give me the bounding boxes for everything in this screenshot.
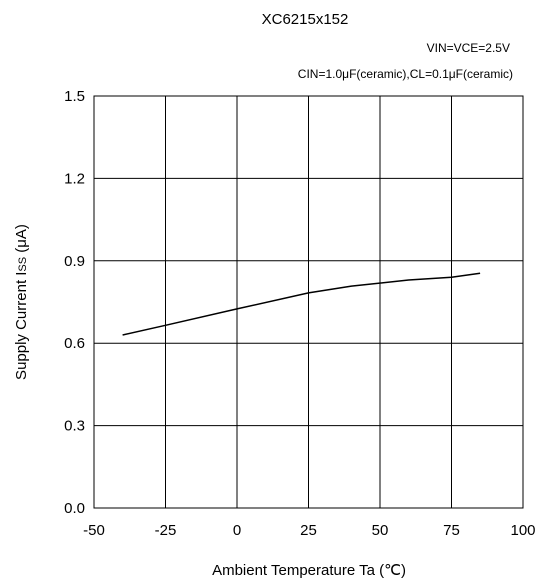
- x-tick-label: -25: [155, 522, 177, 539]
- grid-lines: [93, 95, 524, 509]
- y-axis-label: Supply Current ISS (μA): [13, 224, 30, 380]
- x-tick-label: 100: [510, 522, 535, 539]
- condition-line-2: CIN=1.0μF(ceramic),CL=0.1μF(ceramic): [298, 67, 513, 81]
- x-tick-label: 25: [300, 522, 317, 539]
- plot-frame: [93, 95, 524, 509]
- y-axis-label-subscript: SS: [17, 257, 29, 272]
- y-tick-label: 0.9: [64, 253, 85, 270]
- x-tick-label: 75: [443, 522, 460, 539]
- y-tick-label: 0.3: [64, 418, 85, 435]
- y-tick-label: 0.6: [64, 335, 85, 352]
- x-tick-label: 50: [372, 522, 389, 539]
- series-layer: [122, 272, 481, 336]
- x-tick-label: 0: [233, 522, 241, 539]
- x-tick-label: -50: [83, 522, 105, 539]
- series-line: [122, 272, 481, 336]
- y-tick-labels: 0.0 0.3 0.6 0.9 1.2 1.5: [64, 88, 85, 517]
- x-tick-labels: -50 -25 0 25 50 75 100: [83, 522, 535, 539]
- y-axis-label-main: Supply Current I: [13, 272, 30, 380]
- y-axis-label-unit: (μA): [13, 224, 30, 257]
- y-tick-label: 0.0: [64, 500, 85, 517]
- y-tick-label: 1.5: [64, 88, 85, 105]
- x-axis-label: Ambient Temperature Ta (℃): [212, 562, 406, 579]
- condition-line-1: VIN=VCE=2.5V: [427, 41, 510, 55]
- y-tick-label: 1.2: [64, 170, 85, 187]
- chart-title: XC6215x152: [262, 11, 349, 28]
